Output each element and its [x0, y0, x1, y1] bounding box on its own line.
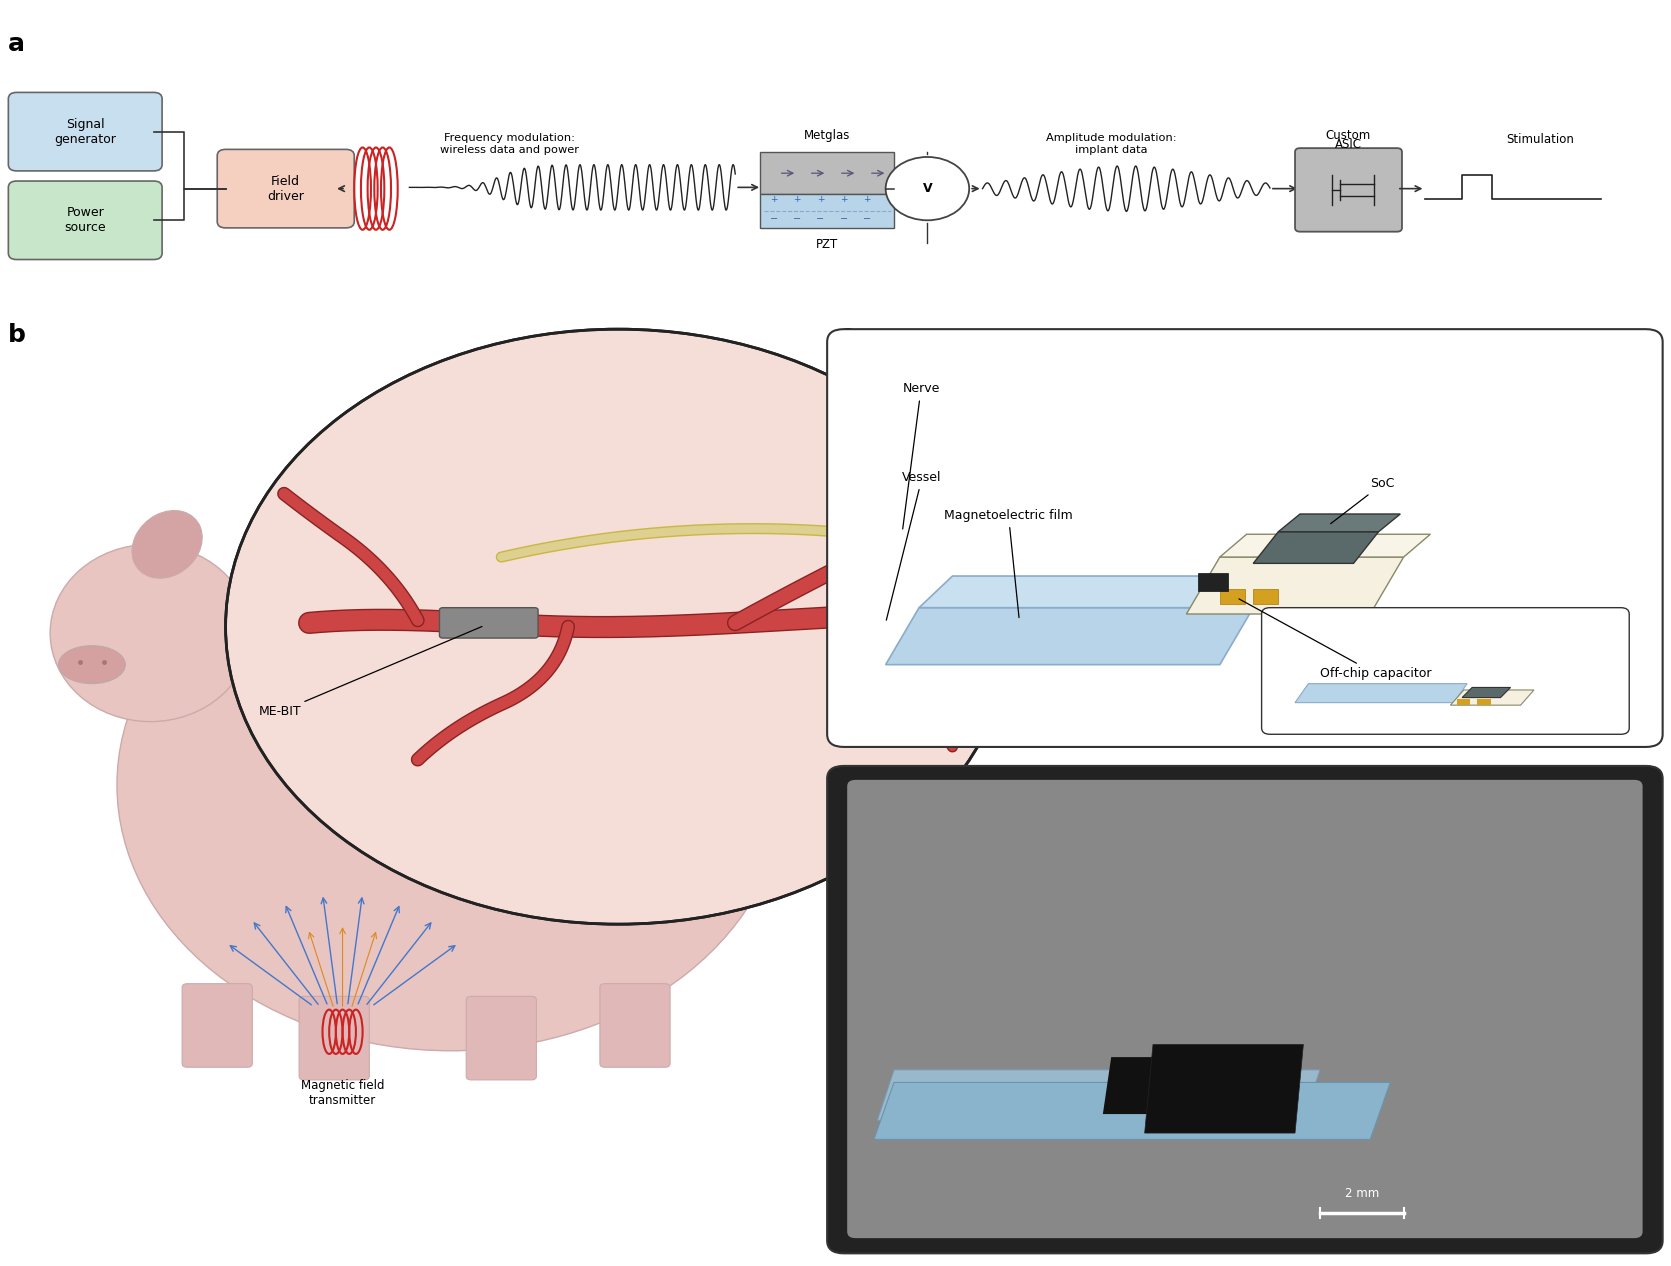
Ellipse shape — [117, 519, 785, 1051]
Text: Field
driver: Field driver — [267, 175, 304, 203]
Polygon shape — [1462, 687, 1511, 698]
FancyBboxPatch shape — [857, 785, 1633, 1231]
Text: Nerve: Nerve — [902, 382, 939, 529]
FancyBboxPatch shape — [466, 996, 536, 1080]
FancyBboxPatch shape — [1477, 699, 1491, 705]
FancyBboxPatch shape — [1253, 589, 1278, 604]
Text: ME-BIT: ME-BIT — [259, 627, 481, 718]
Circle shape — [226, 329, 1011, 924]
FancyBboxPatch shape — [760, 152, 894, 194]
Circle shape — [939, 515, 1033, 586]
Text: PZT: PZT — [815, 238, 839, 251]
Polygon shape — [1220, 534, 1430, 557]
Text: SoC: SoC — [1330, 477, 1395, 524]
FancyBboxPatch shape — [182, 984, 252, 1067]
Text: −: − — [794, 214, 800, 224]
Text: a: a — [8, 32, 25, 56]
Text: +: + — [817, 195, 824, 204]
Text: Magnetoelectric film: Magnetoelectric film — [944, 509, 1073, 618]
FancyBboxPatch shape — [8, 92, 162, 171]
Text: Custom: Custom — [1325, 129, 1372, 142]
Text: d: d — [839, 753, 857, 777]
Text: Power
source: Power source — [65, 206, 105, 234]
Text: Amplitude modulation:
implant data: Amplitude modulation: implant data — [1046, 133, 1176, 154]
Text: −: − — [864, 214, 871, 224]
FancyBboxPatch shape — [857, 785, 1633, 1231]
Polygon shape — [874, 1082, 1390, 1139]
Polygon shape — [886, 608, 1253, 665]
Polygon shape — [877, 1070, 1320, 1120]
FancyBboxPatch shape — [299, 996, 369, 1080]
Text: +: + — [864, 195, 871, 204]
Text: Signal
generator: Signal generator — [53, 118, 117, 146]
Text: Vessel: Vessel — [886, 471, 942, 620]
FancyBboxPatch shape — [857, 785, 1633, 1231]
Text: Frequency modulation:
wireless data and power: Frequency modulation: wireless data and … — [439, 133, 580, 154]
Text: +: + — [841, 195, 847, 204]
Text: 2 mm: 2 mm — [1345, 1188, 1379, 1200]
Polygon shape — [1103, 1057, 1228, 1114]
Text: −: − — [817, 214, 824, 224]
Text: c: c — [839, 323, 854, 347]
FancyBboxPatch shape — [827, 766, 1663, 1253]
FancyBboxPatch shape — [1295, 148, 1402, 232]
Text: Off-chip capacitor: Off-chip capacitor — [1238, 599, 1432, 680]
Ellipse shape — [50, 544, 251, 722]
Circle shape — [886, 157, 969, 220]
FancyBboxPatch shape — [8, 181, 162, 260]
Text: Magnetic field
transmitter: Magnetic field transmitter — [301, 1079, 384, 1106]
Polygon shape — [1186, 557, 1404, 614]
Text: −: − — [770, 214, 777, 224]
FancyBboxPatch shape — [1262, 608, 1629, 734]
FancyBboxPatch shape — [217, 149, 354, 228]
Text: −: − — [841, 214, 847, 224]
Text: Metglas: Metglas — [804, 129, 851, 142]
FancyBboxPatch shape — [1457, 699, 1470, 705]
FancyBboxPatch shape — [847, 780, 1643, 1238]
FancyBboxPatch shape — [760, 194, 894, 228]
FancyBboxPatch shape — [600, 984, 670, 1067]
Text: Stimulation: Stimulation — [1507, 133, 1574, 146]
FancyBboxPatch shape — [439, 608, 538, 638]
Polygon shape — [1450, 690, 1534, 705]
Text: V: V — [922, 182, 932, 195]
FancyBboxPatch shape — [1198, 573, 1228, 591]
Polygon shape — [1145, 1044, 1303, 1133]
Polygon shape — [1278, 514, 1400, 532]
Text: +: + — [794, 195, 800, 204]
Polygon shape — [1295, 684, 1467, 703]
Text: +: + — [770, 195, 777, 204]
Text: ASIC: ASIC — [1335, 138, 1362, 151]
Polygon shape — [1253, 532, 1379, 563]
Ellipse shape — [58, 646, 125, 684]
Ellipse shape — [132, 510, 202, 579]
Polygon shape — [919, 576, 1287, 608]
FancyBboxPatch shape — [1220, 589, 1245, 604]
Text: b: b — [8, 323, 27, 347]
FancyBboxPatch shape — [827, 329, 1663, 747]
